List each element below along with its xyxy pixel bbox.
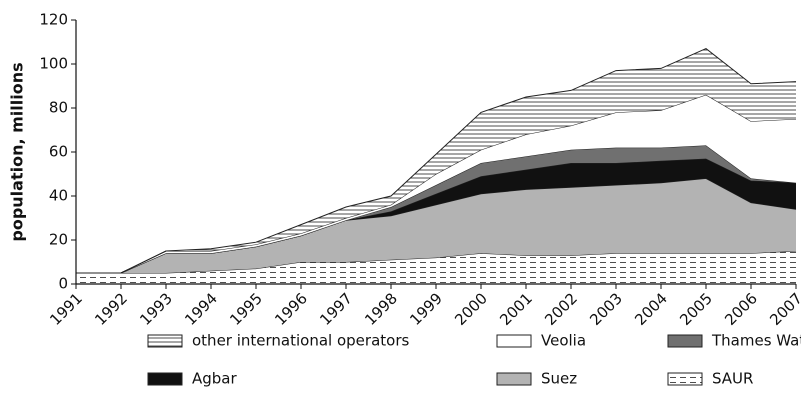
y-tick-label: 60 — [49, 143, 68, 161]
legend-swatch — [147, 372, 183, 386]
x-tick-label: 1991 — [46, 289, 86, 329]
legend-label: other international operators — [192, 332, 409, 350]
legend-label: Veolia — [541, 332, 586, 350]
y-tick-label: 120 — [39, 11, 68, 29]
legend-swatch — [496, 334, 532, 348]
x-tick-label: 2005 — [676, 289, 716, 329]
x-tick-label: 1995 — [226, 289, 266, 329]
area-fill — [76, 251, 796, 284]
legend-swatch — [147, 334, 183, 348]
y-tick-label: 80 — [49, 99, 68, 117]
legend-label: SAUR — [712, 370, 753, 388]
y-tick-label: 0 — [58, 275, 68, 293]
legend-label: Suez — [541, 370, 577, 388]
x-tick-label: 1996 — [271, 289, 311, 329]
y-tick-label: 100 — [39, 55, 68, 73]
legend-label: Agbar — [192, 370, 237, 388]
x-tick-label: 2000 — [451, 289, 491, 329]
area-fill — [76, 158, 796, 273]
x-tick-label: 1999 — [406, 289, 446, 329]
legend-swatch — [667, 372, 703, 386]
area-fill — [76, 178, 796, 273]
x-tick-label: 2004 — [631, 289, 671, 329]
legend-swatch — [667, 334, 703, 348]
area-fill — [76, 48, 796, 273]
x-tick-label: 2007 — [766, 289, 801, 329]
x-tick-label: 1997 — [316, 289, 356, 329]
area-fill — [76, 94, 796, 273]
area-outline — [76, 48, 797, 274]
x-tick-label: 1994 — [181, 289, 221, 329]
x-tick-label: 2002 — [541, 289, 581, 329]
y-axis-label: population, millions — [8, 62, 27, 241]
x-tick-label: 2003 — [586, 289, 626, 329]
x-tick-label: 2006 — [721, 289, 761, 329]
y-tick-label: 40 — [49, 187, 68, 205]
legend-swatch — [496, 372, 532, 386]
legend-label: Thames Water — [711, 332, 801, 350]
x-tick-label: 1993 — [136, 289, 176, 329]
x-tick-label: 1998 — [361, 289, 401, 329]
x-tick-label: 2001 — [496, 289, 536, 329]
x-tick-label: 1992 — [91, 289, 131, 329]
y-tick-label: 20 — [49, 231, 68, 249]
